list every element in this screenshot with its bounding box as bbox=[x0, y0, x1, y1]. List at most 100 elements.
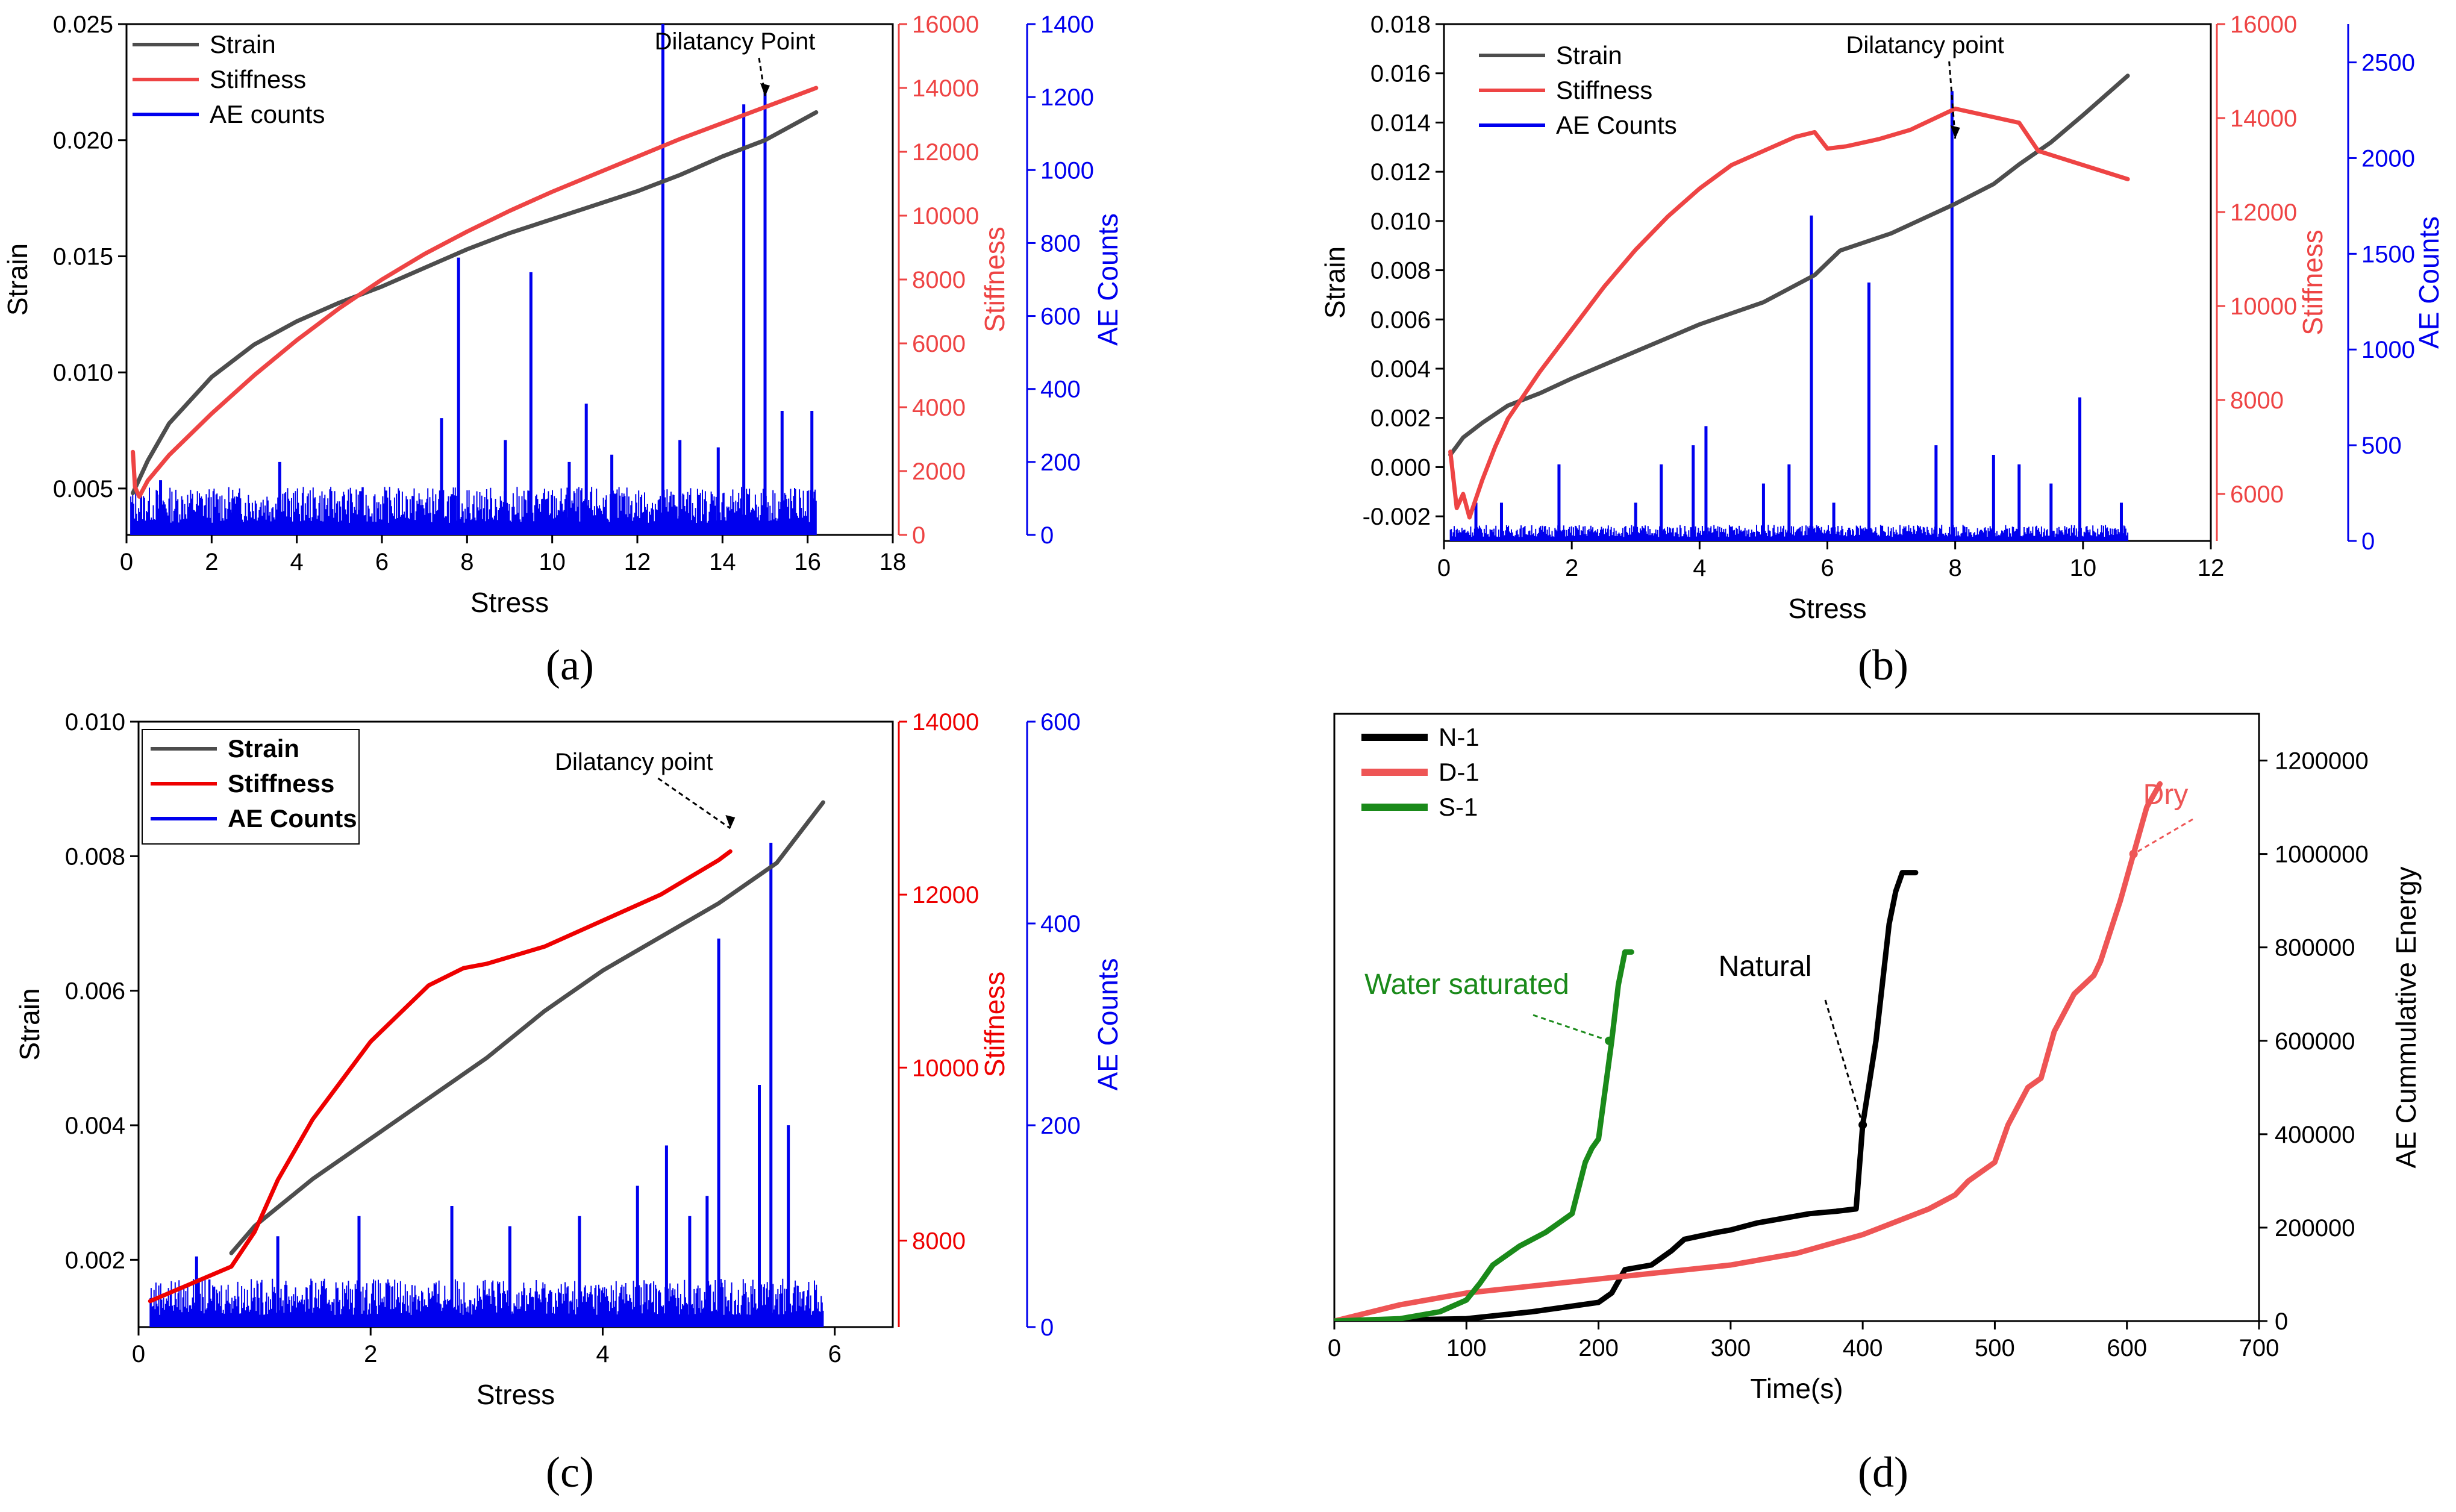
x-tick-label: 12 bbox=[2198, 555, 2225, 581]
annotation-leader bbox=[657, 777, 731, 829]
y-axis-label: AE Cummulative Energy bbox=[2390, 866, 2422, 1168]
x-axis-label: Stress bbox=[470, 587, 549, 618]
y-tick-label: 0 bbox=[2275, 1308, 2288, 1335]
annotation-arrowhead bbox=[1950, 125, 1960, 139]
x-tick-label: 14 bbox=[709, 549, 736, 575]
x-axis-label: Stress bbox=[1788, 593, 1866, 624]
stiffness-tick-label: 2000 bbox=[912, 458, 966, 485]
x-tick-label: 0 bbox=[1437, 555, 1451, 581]
x-tick-label: 2 bbox=[205, 549, 218, 575]
y-tick-label: 0.016 bbox=[1370, 61, 1431, 87]
ae-tick-label: 500 bbox=[2361, 433, 2402, 459]
chart-panel-d: 0 100 200 300 400 500 600 700 Time(s) 0 200000 4000… bbox=[1328, 713, 2422, 1404]
series-line-n-1 bbox=[1334, 870, 1919, 1321]
y-tick-label: 0.020 bbox=[53, 128, 113, 154]
y-tick-label: 0.010 bbox=[65, 709, 125, 736]
series-line-d-1 bbox=[1334, 781, 2163, 1321]
y-tick-label: 0.010 bbox=[1370, 208, 1431, 235]
plot-area bbox=[130, 24, 819, 535]
callout-arrowhead bbox=[2129, 849, 2138, 858]
ae-tick-label: 0 bbox=[2361, 528, 2375, 555]
legend-label: AE Counts bbox=[1556, 111, 1677, 139]
y-tick-label: 1000000 bbox=[2275, 842, 2369, 868]
panel-label-c: (c) bbox=[546, 1448, 594, 1496]
y-tick-label: 0.012 bbox=[1370, 159, 1431, 186]
legend-label: AE counts bbox=[210, 100, 325, 128]
series-callout-s-1: Water saturated bbox=[1364, 969, 1569, 1001]
x-tick-label: 6 bbox=[1820, 555, 1834, 581]
stiffness-tick-label: 6000 bbox=[912, 331, 966, 357]
y-tick-label: 0.004 bbox=[1370, 356, 1431, 383]
y-tick-label: 1200000 bbox=[2275, 748, 2369, 775]
stiffness-tick-label: 8000 bbox=[2230, 387, 2284, 414]
y-tick-label: 0.005 bbox=[53, 476, 113, 502]
dilatancy-annotation: Dilatancy point bbox=[555, 749, 713, 775]
legend-label: S-1 bbox=[1439, 793, 1478, 821]
y-tick-label: 0.008 bbox=[65, 843, 125, 870]
x-tick-label: 18 bbox=[880, 549, 907, 575]
series-line-strain bbox=[229, 800, 825, 1255]
y-tick-label: 0.000 bbox=[1370, 454, 1431, 481]
x-tick-label: 500 bbox=[1975, 1335, 2015, 1361]
y-axis-label: Strain bbox=[14, 988, 45, 1060]
annotation-arrowhead bbox=[725, 815, 736, 828]
legend-label: Stiffness bbox=[210, 65, 306, 93]
y-tick-label: 0.025 bbox=[53, 11, 113, 38]
series-line-stiffness bbox=[148, 849, 733, 1304]
y-tick-label: 0.014 bbox=[1370, 110, 1431, 136]
series-callout-n-1: Natural bbox=[1719, 951, 1812, 982]
y-tick-label: 400000 bbox=[2275, 1122, 2355, 1148]
ae-axis-label: AE Counts bbox=[1092, 213, 1123, 346]
stiffness-tick-label: 16000 bbox=[2230, 11, 2297, 38]
y-tick-label: -0.002 bbox=[1363, 504, 1431, 530]
dilatancy-annotation: Dilatancy point bbox=[1846, 32, 2004, 58]
chart-panel-a: 0 2 4 6 8 10 12 14 16 18 Stress 0.005 0.010 0.015 0.02… bbox=[2, 11, 1123, 618]
ae-counts-noise bbox=[149, 1278, 824, 1327]
legend-label: N-1 bbox=[1439, 723, 1480, 751]
y-tick-label: 0.006 bbox=[65, 978, 125, 1005]
callout-arrowhead bbox=[1605, 1036, 1614, 1045]
y-tick-label: 0.008 bbox=[1370, 258, 1431, 284]
ae-axis-label: AE Counts bbox=[1092, 958, 1123, 1091]
plot-frame bbox=[1333, 713, 2260, 1322]
ae-tick-label: 1500 bbox=[2361, 241, 2415, 267]
stiffness-tick-label: 4000 bbox=[912, 395, 966, 421]
stiffness-tick-label: 0 bbox=[912, 522, 925, 549]
ae-tick-label: 0 bbox=[1040, 522, 1054, 549]
callout-leader bbox=[1824, 999, 1864, 1125]
callout-leader bbox=[2133, 818, 2193, 855]
x-tick-label: 6 bbox=[375, 549, 389, 575]
x-tick-label: 8 bbox=[1949, 555, 1962, 581]
stiffness-tick-label: 12000 bbox=[912, 139, 979, 166]
ae-tick-label: 600 bbox=[1040, 304, 1081, 330]
x-tick-label: 6 bbox=[828, 1341, 842, 1367]
x-tick-label: 300 bbox=[1710, 1335, 1751, 1361]
legend-label: Stiffness bbox=[1556, 76, 1652, 104]
ae-tick-label: 1200 bbox=[1040, 84, 1094, 111]
stiffness-tick-label: 10000 bbox=[2230, 293, 2297, 320]
dilatancy-annotation: Dilatancy Point bbox=[655, 28, 816, 55]
y-axis-label: Strain bbox=[1319, 246, 1351, 319]
x-tick-label: 0 bbox=[120, 549, 133, 575]
panel-label-a: (a) bbox=[546, 641, 594, 689]
y-tick-label: 200000 bbox=[2275, 1215, 2355, 1242]
series-line-strain bbox=[131, 110, 819, 496]
x-tick-label: 12 bbox=[624, 549, 651, 575]
chart-panel-c: 0 2 4 6 Stress 0.002 0.004 0.006 0.008 0.010 Strai… bbox=[14, 709, 1123, 1410]
stiffness-axis-label: Stiffness bbox=[979, 972, 1010, 1078]
callout-leader bbox=[1533, 1014, 1610, 1042]
annotation-leader bbox=[1948, 61, 1957, 139]
stiffness-tick-label: 12000 bbox=[912, 882, 979, 908]
ae-tick-label: 1000 bbox=[1040, 157, 1094, 184]
ae-tick-label: 0 bbox=[1040, 1314, 1054, 1341]
x-tick-label: 0 bbox=[1328, 1335, 1341, 1361]
series-line-stiffness bbox=[131, 86, 819, 499]
chart-panel-b: 0 2 4 6 8 10 12 Stress -0.002 0.000 0.002 0.004 0.00… bbox=[1319, 11, 2445, 624]
x-tick-label: 100 bbox=[1446, 1335, 1487, 1361]
ae-counts-noise bbox=[1449, 525, 2129, 541]
x-tick-label: 8 bbox=[460, 549, 473, 575]
panel-label-d: (d) bbox=[1858, 1448, 1908, 1496]
stiffness-axis-label: Stiffness bbox=[979, 226, 1010, 333]
legend-label: AE Counts bbox=[228, 804, 357, 833]
y-tick-label: 0.002 bbox=[1370, 405, 1431, 432]
